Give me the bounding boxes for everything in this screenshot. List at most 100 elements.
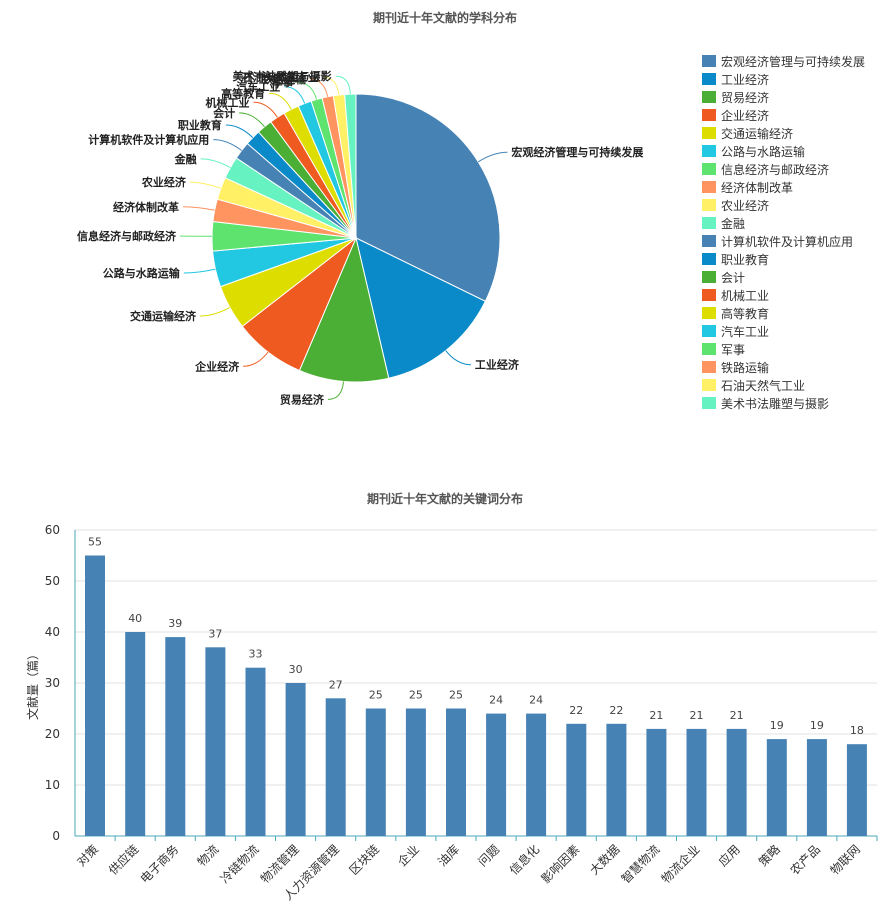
bar[interactable] — [486, 713, 507, 836]
x-tick-label: 问题 — [475, 842, 502, 869]
bar-value-label: 27 — [329, 678, 343, 691]
x-tick-label: 物流 — [195, 842, 222, 869]
bar-value-label: 22 — [609, 704, 623, 717]
pie-slice-label: 交通运输经济 — [130, 309, 197, 323]
pie-slice-label: 美术书法雕塑与摄影 — [233, 69, 332, 83]
bar[interactable] — [726, 728, 747, 836]
pie-slice[interactable] — [344, 93, 357, 239]
y-tick-label: 40 — [45, 625, 60, 639]
legend-item[interactable]: 汽车工业 — [721, 324, 769, 339]
bar[interactable] — [526, 713, 547, 836]
keyword-distribution-bar-chart: 期刊近十年文献的关键词分布 文献量（篇） 0 10 20 30 40 50 60 55 40 3… — [25, 491, 878, 903]
legend-item[interactable]: 经济体制改革 — [721, 180, 793, 195]
x-tick-label: 物联网 — [828, 842, 863, 877]
legend-swatch — [702, 307, 716, 319]
pie-slice-label: 经济体制改革 — [113, 200, 179, 214]
bar-value-label: 19 — [770, 719, 784, 732]
bar[interactable] — [806, 739, 827, 836]
bar[interactable] — [245, 667, 266, 836]
bar[interactable] — [285, 683, 306, 836]
bar[interactable] — [566, 723, 587, 836]
bar[interactable] — [646, 728, 667, 836]
bar-value-label: 37 — [208, 627, 222, 640]
x-tick-label: 策略 — [755, 842, 783, 870]
x-tick-label: 油库 — [435, 842, 463, 870]
pie-label-line — [335, 75, 351, 95]
bar-value-label: 18 — [850, 724, 864, 737]
pie-slice-label: 职业教育 — [178, 118, 222, 132]
bar[interactable] — [686, 728, 707, 836]
pie-label-line — [445, 350, 471, 366]
legend-item[interactable]: 铁路运输 — [721, 360, 769, 375]
pie-label-line — [225, 124, 254, 138]
legend-swatch — [702, 55, 716, 67]
legend-item[interactable]: 高等教育 — [721, 306, 769, 321]
bar-value-label: 21 — [730, 709, 744, 722]
bar-chart-title: 期刊近十年文献的关键词分布 — [367, 491, 523, 506]
pie-slice[interactable] — [298, 236, 390, 383]
legend-item[interactable]: 农业经济 — [721, 198, 769, 213]
bar[interactable] — [405, 708, 426, 837]
bar[interactable] — [766, 739, 787, 836]
subject-distribution-pie-chart: 期刊近十年文献的学科分布 宏观经济管理与可持续发展工业经济贸易经济企业经济交通运… — [77, 10, 865, 411]
pie-label-line — [284, 86, 306, 104]
legend-item[interactable]: 金融 — [721, 216, 745, 231]
bar[interactable] — [325, 698, 346, 836]
pie-label-line — [310, 78, 329, 97]
bars: 55 40 39 37 33 30 27 25 25 25 24 24 22 22 21 21 21 19 19 18 — [85, 536, 867, 837]
legend-swatch — [702, 109, 716, 121]
pie-label-line — [182, 206, 215, 211]
pie-slice-label: 汽车工业 — [236, 80, 280, 94]
x-tick-label: 物流企业 — [658, 842, 703, 887]
bar[interactable] — [165, 637, 186, 836]
legend-swatch — [702, 73, 716, 85]
bar[interactable] — [606, 723, 627, 836]
pie-slice-label: 会计 — [213, 106, 235, 120]
bar[interactable] — [365, 708, 386, 837]
bar[interactable] — [85, 555, 105, 837]
legend-item[interactable]: 宏观经济管理与可持续发展 — [721, 54, 865, 69]
legend-swatch — [702, 163, 716, 175]
pie-label-line — [253, 101, 278, 118]
x-tick-label: 区块链 — [346, 842, 382, 878]
bar[interactable] — [125, 632, 146, 836]
pie-label-line — [239, 112, 265, 128]
pie-label-line — [200, 158, 231, 169]
pie-slice[interactable] — [355, 93, 501, 302]
legend-item[interactable]: 公路与水路运输 — [721, 144, 805, 159]
legend-item[interactable]: 石油天然气工业 — [721, 378, 805, 393]
legend-item[interactable]: 机械工业 — [721, 288, 769, 303]
bar-gridlines — [74, 529, 877, 837]
pie-slice[interactable] — [355, 237, 487, 379]
legend-item[interactable]: 会计 — [721, 271, 745, 285]
pie-slice-label: 贸易经济 — [280, 392, 325, 406]
legend-item[interactable]: 信息经济与邮政经济 — [721, 162, 829, 177]
legend-swatch — [702, 235, 716, 247]
bar[interactable] — [846, 744, 867, 836]
bar-value-label: 30 — [289, 663, 303, 676]
legend-item[interactable]: 交通运输经济 — [721, 126, 793, 141]
bar[interactable] — [446, 708, 466, 837]
legend-item[interactable]: 贸易经济 — [721, 90, 769, 105]
legend-item[interactable]: 美术书法雕塑与摄影 — [721, 396, 829, 411]
legend-swatch — [702, 181, 716, 193]
x-tick-label: 大数据 — [586, 842, 622, 878]
legend-swatch — [702, 199, 716, 211]
bar[interactable] — [205, 647, 226, 836]
legend-item[interactable]: 军事 — [721, 343, 745, 357]
bar-value-label: 24 — [489, 694, 503, 707]
bar-value-label: 25 — [369, 689, 383, 702]
legend-item[interactable]: 企业经济 — [721, 108, 769, 123]
pie-slice-label: 宏观经济管理与可持续发展 — [511, 145, 644, 159]
bar-value-label: 22 — [569, 704, 583, 717]
y-tick-label: 20 — [45, 727, 60, 741]
legend-item[interactable]: 工业经济 — [721, 72, 769, 87]
x-tick-label: 对策 — [74, 842, 101, 869]
legend-item[interactable]: 职业教育 — [721, 252, 769, 267]
pie-slice-label: 计算机软件及计算机应用 — [88, 133, 209, 147]
legend-item[interactable]: 计算机软件及计算机应用 — [721, 234, 853, 249]
x-tick-label: 企业 — [394, 842, 422, 870]
pie-legend[interactable]: 宏观经济管理与可持续发展工业经济贸易经济企业经济交通运输经济公路与水路运输信息经… — [702, 54, 865, 411]
bar-value-label: 21 — [690, 709, 704, 722]
